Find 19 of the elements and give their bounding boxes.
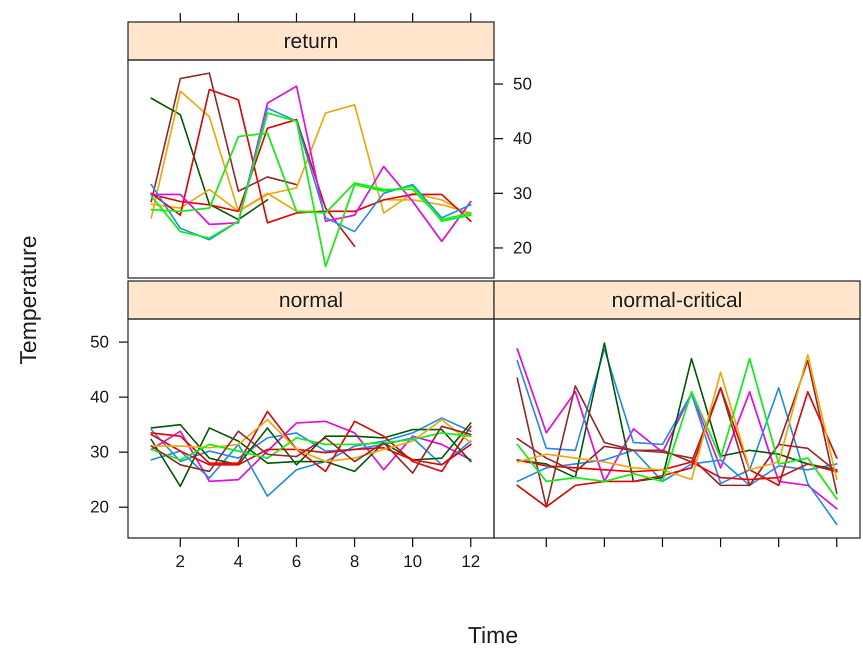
y-tick-label: 40 xyxy=(513,129,532,148)
x-tick-label: 12 xyxy=(461,552,480,572)
y-tick-label: 50 xyxy=(513,74,532,94)
x-tick-label: 4 xyxy=(234,552,244,572)
x-tick-label: 2 xyxy=(176,552,186,572)
y-tick-label: 30 xyxy=(90,442,109,462)
y-axis-title: Temperature xyxy=(15,235,41,365)
y-tick-label: 20 xyxy=(90,498,109,517)
y-tick-label: 50 xyxy=(90,332,109,352)
chart-title: return xyxy=(284,30,338,53)
y-tick-label: 20 xyxy=(513,238,532,258)
chart-title: normal xyxy=(278,289,344,312)
x-tick-label: 6 xyxy=(292,552,302,572)
chart-title: normal-critical xyxy=(612,289,742,312)
x-tick-label: 10 xyxy=(403,552,422,572)
y-tick-label: 30 xyxy=(513,184,532,203)
y-tick-label: 40 xyxy=(90,388,109,407)
x-axis-title: Time xyxy=(468,622,518,648)
x-tick-label: 8 xyxy=(350,552,360,572)
